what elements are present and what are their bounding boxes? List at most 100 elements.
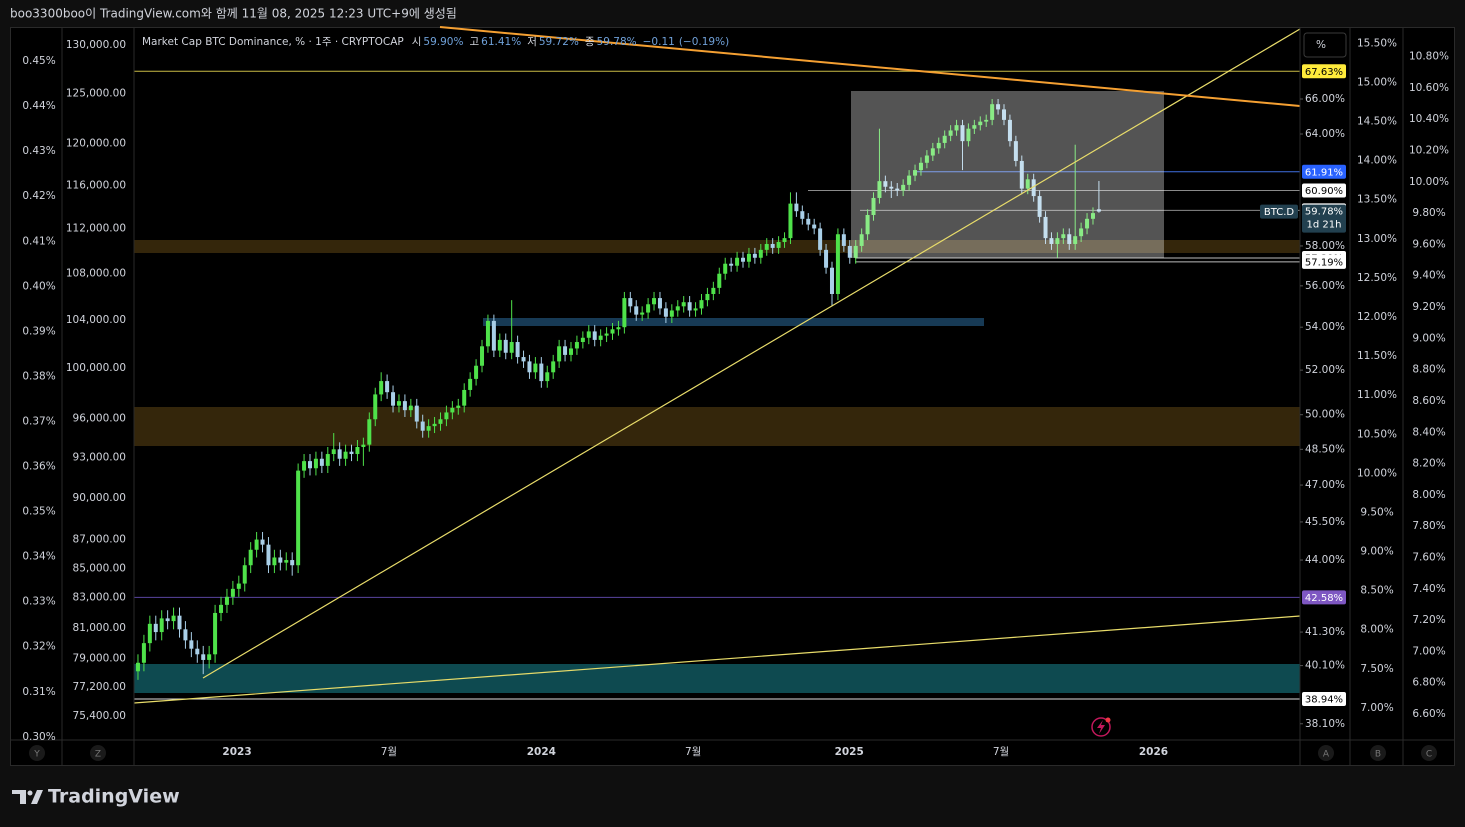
y-tick-label: 40.10% xyxy=(1305,660,1345,672)
candle-body xyxy=(497,339,502,351)
candle-body xyxy=(1031,179,1036,197)
candle-body xyxy=(290,560,295,566)
axis-tick-label: 9.20% xyxy=(1412,301,1445,313)
brand: TradingView xyxy=(48,786,180,808)
candle-body xyxy=(586,331,591,338)
unit-button[interactable] xyxy=(1303,32,1347,58)
candle-body xyxy=(865,214,870,235)
zone xyxy=(134,240,1300,253)
candle-body xyxy=(610,329,615,334)
candle-body xyxy=(663,308,668,317)
candle-body xyxy=(402,401,407,411)
candle-body xyxy=(1079,228,1084,237)
candle-body xyxy=(1037,196,1042,217)
candle-body xyxy=(735,257,740,266)
candle-body xyxy=(752,253,757,258)
candle-body xyxy=(438,419,443,424)
candle-body xyxy=(628,298,633,307)
candle-body xyxy=(847,245,852,258)
candle-body xyxy=(159,618,164,633)
level-label: 67.63% xyxy=(1305,67,1343,78)
axis-button[interactable] xyxy=(90,745,106,761)
candle-body xyxy=(349,451,354,455)
legend-value: 59.90% xyxy=(423,36,463,48)
axis-button[interactable] xyxy=(1421,745,1437,761)
x-tick-label: 2025 xyxy=(835,746,864,758)
candle-body xyxy=(331,449,336,455)
candle-body xyxy=(1090,213,1095,219)
axis-button[interactable] xyxy=(1370,745,1386,761)
candle-body xyxy=(195,648,200,655)
alert-icon[interactable] xyxy=(1091,717,1111,737)
candle-body xyxy=(729,263,734,266)
candle-body xyxy=(717,273,722,288)
axis-tick-label: 10.00% xyxy=(1409,176,1449,188)
candle-body xyxy=(1007,119,1012,142)
x-tick-label: 2026 xyxy=(1139,746,1168,758)
candle-body xyxy=(224,596,229,605)
legend-value: 59.78% xyxy=(597,36,637,48)
axis-tick-label: 9.80% xyxy=(1412,207,1445,219)
candle-body xyxy=(924,155,929,163)
candle-body xyxy=(361,444,366,447)
candle-body xyxy=(918,162,923,171)
axis-tick-label: 13.00% xyxy=(1357,233,1397,245)
candle-body xyxy=(266,544,271,566)
axis-tick-label: 8.80% xyxy=(1412,364,1445,376)
candle-body xyxy=(325,454,330,466)
axis-button[interactable] xyxy=(29,745,45,761)
axis-tick-label: 0.43% xyxy=(22,145,55,157)
axis-tick-label: 104,000.00 xyxy=(66,314,126,326)
candle-body xyxy=(456,405,461,408)
candle-body xyxy=(782,238,787,243)
candle-body xyxy=(640,312,645,315)
axis-tick-label: 10.80% xyxy=(1409,51,1449,63)
y-tick-label: 66.00% xyxy=(1305,93,1345,105)
candle-body xyxy=(776,242,781,248)
candle-body xyxy=(432,423,437,427)
plot xyxy=(134,70,1300,700)
candle-body xyxy=(183,629,188,641)
candle-body xyxy=(972,125,977,129)
candle-body xyxy=(871,197,876,215)
candle-body xyxy=(901,184,906,191)
candle-body xyxy=(260,539,265,545)
candle-body xyxy=(746,253,751,262)
y-tick-label: 50.00% xyxy=(1305,409,1345,421)
axis-button[interactable] xyxy=(1318,745,1334,761)
legend-label: 종 xyxy=(585,36,595,48)
candle-body xyxy=(153,623,158,633)
chart-frame xyxy=(10,27,1455,766)
candle-body xyxy=(818,228,823,250)
y-tick-label: 56.00% xyxy=(1305,280,1345,292)
axis-tick-label: 83,000.00 xyxy=(73,592,126,604)
candle-body xyxy=(408,405,413,411)
axis-tick-label: 0.39% xyxy=(22,325,55,337)
axis-tick-label: 9.40% xyxy=(1412,270,1445,282)
candle-body xyxy=(272,557,277,566)
candle-body xyxy=(426,426,431,431)
candle-body xyxy=(1049,238,1054,244)
candle-body xyxy=(574,342,579,349)
axis-tick-label: 0.34% xyxy=(22,551,55,563)
zone xyxy=(134,664,1300,693)
candle-body xyxy=(474,365,479,379)
candle-body xyxy=(219,604,224,613)
candle-body xyxy=(563,346,568,355)
candle-body xyxy=(213,612,218,655)
x-tick-label: 7월 xyxy=(381,746,397,758)
y-tick-label: 45.50% xyxy=(1305,516,1345,528)
candle-body xyxy=(1073,236,1078,244)
axis-tick-label: 9.50% xyxy=(1360,506,1393,518)
candle-body xyxy=(355,446,360,455)
level-label: 42.58% xyxy=(1305,593,1343,604)
candle-body xyxy=(385,381,390,393)
candle-body xyxy=(1085,218,1090,229)
candle-body xyxy=(592,331,597,340)
candle-body xyxy=(444,412,449,420)
candle-body xyxy=(835,234,840,294)
axis-tick-label: 10.50% xyxy=(1357,428,1397,440)
candle-body xyxy=(1067,234,1072,244)
y-tick-label: 52.00% xyxy=(1305,364,1345,376)
axis-tick-label: 100,000.00 xyxy=(66,362,126,374)
